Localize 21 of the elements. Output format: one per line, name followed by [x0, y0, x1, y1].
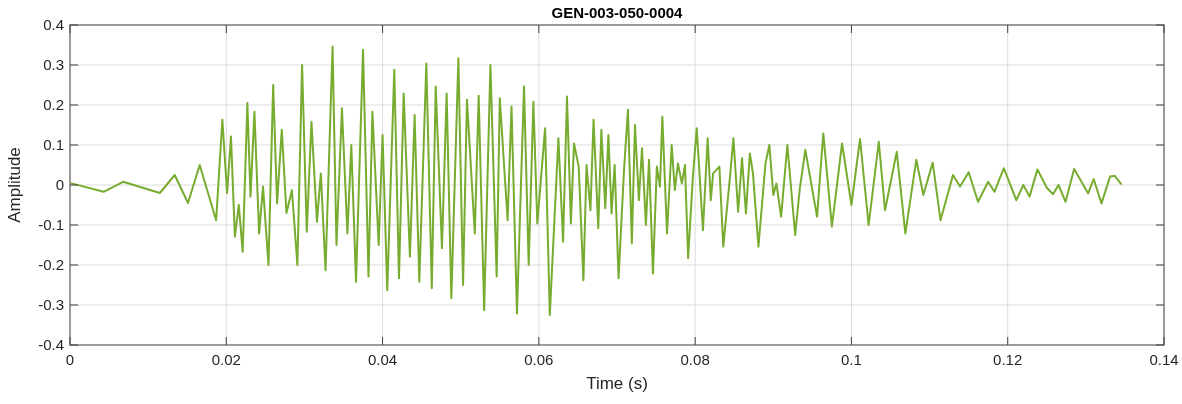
y-tick-label: 0.1: [43, 136, 64, 153]
x-tick-label: 0.06: [524, 351, 554, 368]
x-tick-label: 0.04: [367, 351, 398, 368]
chart-title: GEN-003-050-0004: [551, 4, 684, 21]
x-tick-label: 0.02: [211, 351, 241, 368]
y-axis-title: Amplitude: [5, 147, 24, 223]
line-series: [70, 45, 1123, 316]
y-tick-label: -0.3: [38, 296, 64, 313]
y-tick-label: 0.3: [43, 56, 64, 73]
y-tick-label: -0.4: [38, 336, 64, 353]
y-tick-label: 0.2: [43, 96, 64, 113]
y-tick-label: 0: [55, 176, 64, 193]
x-tick-label: 0.08: [680, 351, 710, 368]
x-axis-title: Time (s): [586, 374, 648, 393]
x-tick-label: 0.14: [1149, 351, 1179, 368]
x-tick-label: 0.1: [841, 351, 862, 368]
y-tick-label: -0.1: [38, 216, 64, 233]
x-tick-label: 0.12: [993, 351, 1023, 368]
y-tick-label: 0.4: [43, 16, 64, 33]
x-tick-label: 0: [65, 351, 75, 368]
y-tick-label: -0.2: [38, 256, 64, 273]
